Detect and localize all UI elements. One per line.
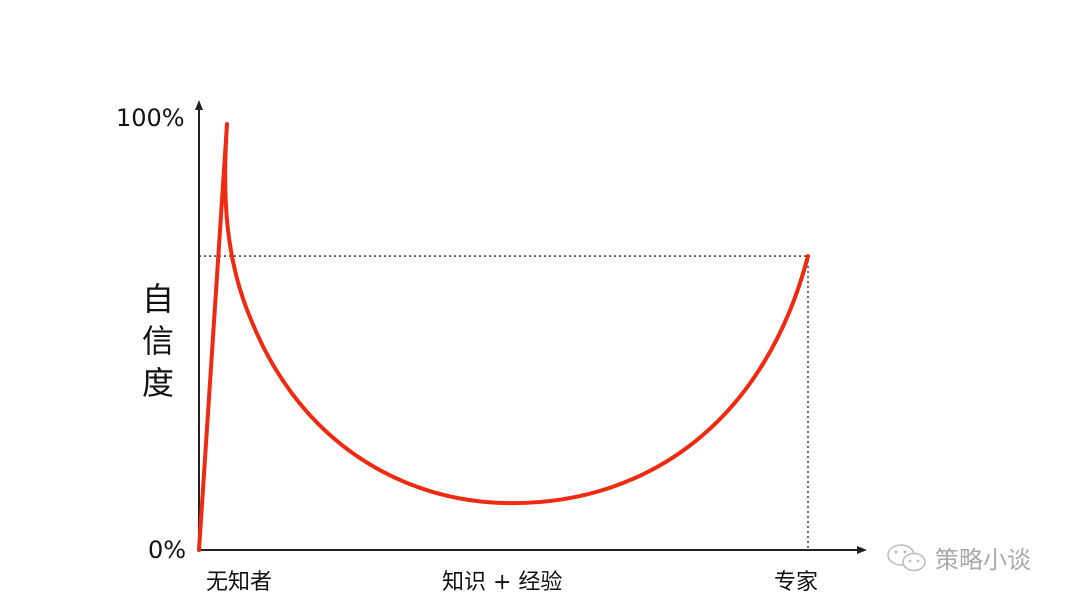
y-axis-arrow — [195, 100, 203, 110]
x-label-knowledge: 知识 + 经验 — [442, 570, 563, 595]
watermark-text: 策略小谈 — [935, 546, 1031, 574]
y-axis-label: 自信度 — [141, 280, 174, 402]
x-axis-arrow — [857, 546, 867, 554]
y-tick-0: 0% — [148, 536, 187, 564]
y-tick-100: 100% — [116, 104, 185, 132]
watermark: 策略小谈 — [885, 540, 1031, 575]
x-label-novice: 无知者 — [206, 570, 273, 595]
x-label-expert: 专家 — [774, 570, 819, 595]
confidence-curve — [197, 122, 810, 552]
wechat-icon — [887, 543, 926, 571]
